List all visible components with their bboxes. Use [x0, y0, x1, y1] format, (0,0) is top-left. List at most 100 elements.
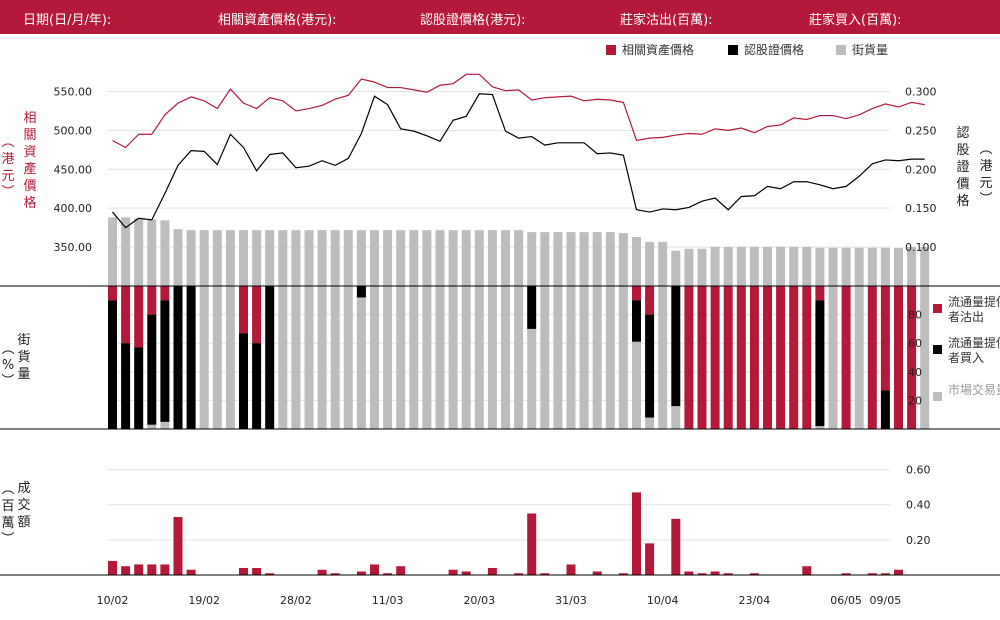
- outstanding-bar: [553, 232, 563, 286]
- outstanding-bar: [108, 217, 117, 286]
- legend-market-swatch: [933, 392, 942, 401]
- market-volume-bar: [383, 286, 393, 429]
- outstanding-bar: [880, 247, 890, 286]
- lp-sell-bar: [841, 286, 851, 429]
- market-volume-bar: [147, 424, 157, 429]
- outstanding-bar: [789, 246, 799, 286]
- x-tick-label: 09/05: [870, 594, 902, 607]
- underlying-price-label: 相關資產價格(港元):: [218, 13, 337, 28]
- turnover-bar: [592, 571, 602, 575]
- outstanding-bar: [802, 246, 812, 286]
- turnover-bar: [108, 560, 117, 575]
- turnover-bar: [330, 573, 340, 575]
- legend-warrant-swatch: [728, 45, 738, 55]
- market-volume-bar: [540, 286, 550, 429]
- outstanding-bar: [763, 246, 772, 286]
- market-volume-bar: [291, 286, 301, 429]
- lp-sell-bar: [736, 286, 746, 429]
- turnover-bar: [173, 517, 183, 575]
- underlying-axis-title: 相關資產價格: [23, 111, 37, 211]
- right-y-tick-label: 0.200: [905, 163, 937, 176]
- market-volume-bar: [409, 286, 419, 429]
- market-volume-bar: [671, 406, 681, 429]
- outstanding-bar: [514, 230, 524, 286]
- market-volume-bar: [343, 286, 353, 429]
- outstanding-bar: [474, 230, 484, 286]
- lp-buy-bar: [356, 286, 366, 298]
- outstanding-bar: [632, 237, 641, 286]
- lp-buy-label: 莊家買入(百萬):: [809, 13, 902, 28]
- market-volume-bar: [461, 286, 471, 429]
- outstanding-bar: [540, 232, 550, 286]
- outstanding-bar: [396, 230, 406, 286]
- turnover-bar: [134, 564, 144, 575]
- lp-buy-bar: [134, 347, 144, 429]
- outstanding-bar: [907, 246, 917, 286]
- turnover-bar: [894, 569, 903, 575]
- lp-buy-bar: [186, 286, 196, 429]
- turnover-bar: [723, 573, 733, 575]
- mid-y-tick-label: 80: [908, 309, 922, 322]
- turnover-bar: [645, 543, 655, 575]
- lp-sell-bar: [108, 286, 117, 301]
- mid-y-tick-label: 40: [908, 366, 922, 379]
- market-volume-bar: [160, 421, 170, 429]
- market-volume-bar: [632, 341, 641, 429]
- outstanding-bar: [815, 247, 825, 286]
- legend-outstanding-label: 街貨量: [852, 42, 888, 57]
- turnover-bar: [370, 564, 379, 575]
- lp-sell-bar: [815, 286, 825, 301]
- x-tick-label: 10/04: [647, 594, 679, 607]
- lp-sell-bar: [684, 286, 694, 429]
- turnover-bar: [186, 569, 196, 575]
- outstanding-bar: [671, 250, 681, 286]
- date-label: 日期(日/月/年):: [23, 13, 112, 28]
- lp-sell-label: 莊家沽出(百萬):: [620, 13, 713, 28]
- outstanding-bar: [723, 246, 733, 286]
- outstanding-bar: [212, 230, 222, 286]
- bot-y-tick-label: 0.20: [906, 534, 931, 547]
- lp-sell-bar: [252, 286, 262, 344]
- lp-sell-bar: [121, 286, 131, 344]
- left-y-tick-label: 350.00: [54, 241, 93, 254]
- turnover-bar: [540, 573, 550, 575]
- turnover-bar: [867, 573, 877, 575]
- outstanding-bar: [592, 232, 602, 286]
- market-volume-bar: [566, 286, 576, 429]
- outstanding-bar: [776, 246, 786, 286]
- right-y-tick-label: 0.250: [905, 124, 937, 137]
- legend-underlying-label: 相關資產價格: [622, 42, 694, 57]
- outstanding-bar: [225, 230, 235, 286]
- legend-market-label: 市場交易量: [948, 382, 1000, 397]
- market-volume-bar: [592, 286, 602, 429]
- warrant-price-label: 認股證價格(港元):: [420, 13, 526, 28]
- turnover-bar: [684, 571, 694, 575]
- market-volume-bar: [396, 286, 406, 429]
- market-volume-bar: [487, 286, 497, 429]
- outstanding-bar: [658, 241, 668, 286]
- warrant-axis-title: 認股證價格: [956, 126, 970, 209]
- outstanding-bar: [356, 230, 366, 286]
- market-volume-bar: [304, 286, 314, 429]
- legend-outstanding-swatch: [836, 45, 846, 55]
- turnover-bar: [383, 573, 393, 575]
- turnover-bar: [710, 571, 720, 575]
- lp-sell-bar: [776, 286, 786, 429]
- outstanding-bar: [435, 230, 445, 286]
- turnover-bar: [566, 564, 576, 575]
- lp-sell-bar: [710, 286, 720, 429]
- outstanding-bar: [422, 230, 432, 286]
- turnover-bar: [880, 573, 890, 575]
- market-volume-bar: [501, 286, 510, 429]
- bot-y-tick-label: 0.60: [906, 464, 931, 477]
- turnover-bar: [396, 566, 406, 575]
- outstanding-bar: [409, 230, 419, 286]
- outstanding-bar: [121, 217, 131, 286]
- market-volume-bar: [828, 286, 838, 429]
- lp-sell-bar: [763, 286, 772, 429]
- lp-sell-bar: [134, 286, 144, 348]
- turnover-bar: [239, 567, 248, 575]
- outstanding-bar: [841, 247, 851, 286]
- left-y-tick-label: 400.00: [54, 202, 93, 215]
- outstanding-bar: [461, 230, 471, 286]
